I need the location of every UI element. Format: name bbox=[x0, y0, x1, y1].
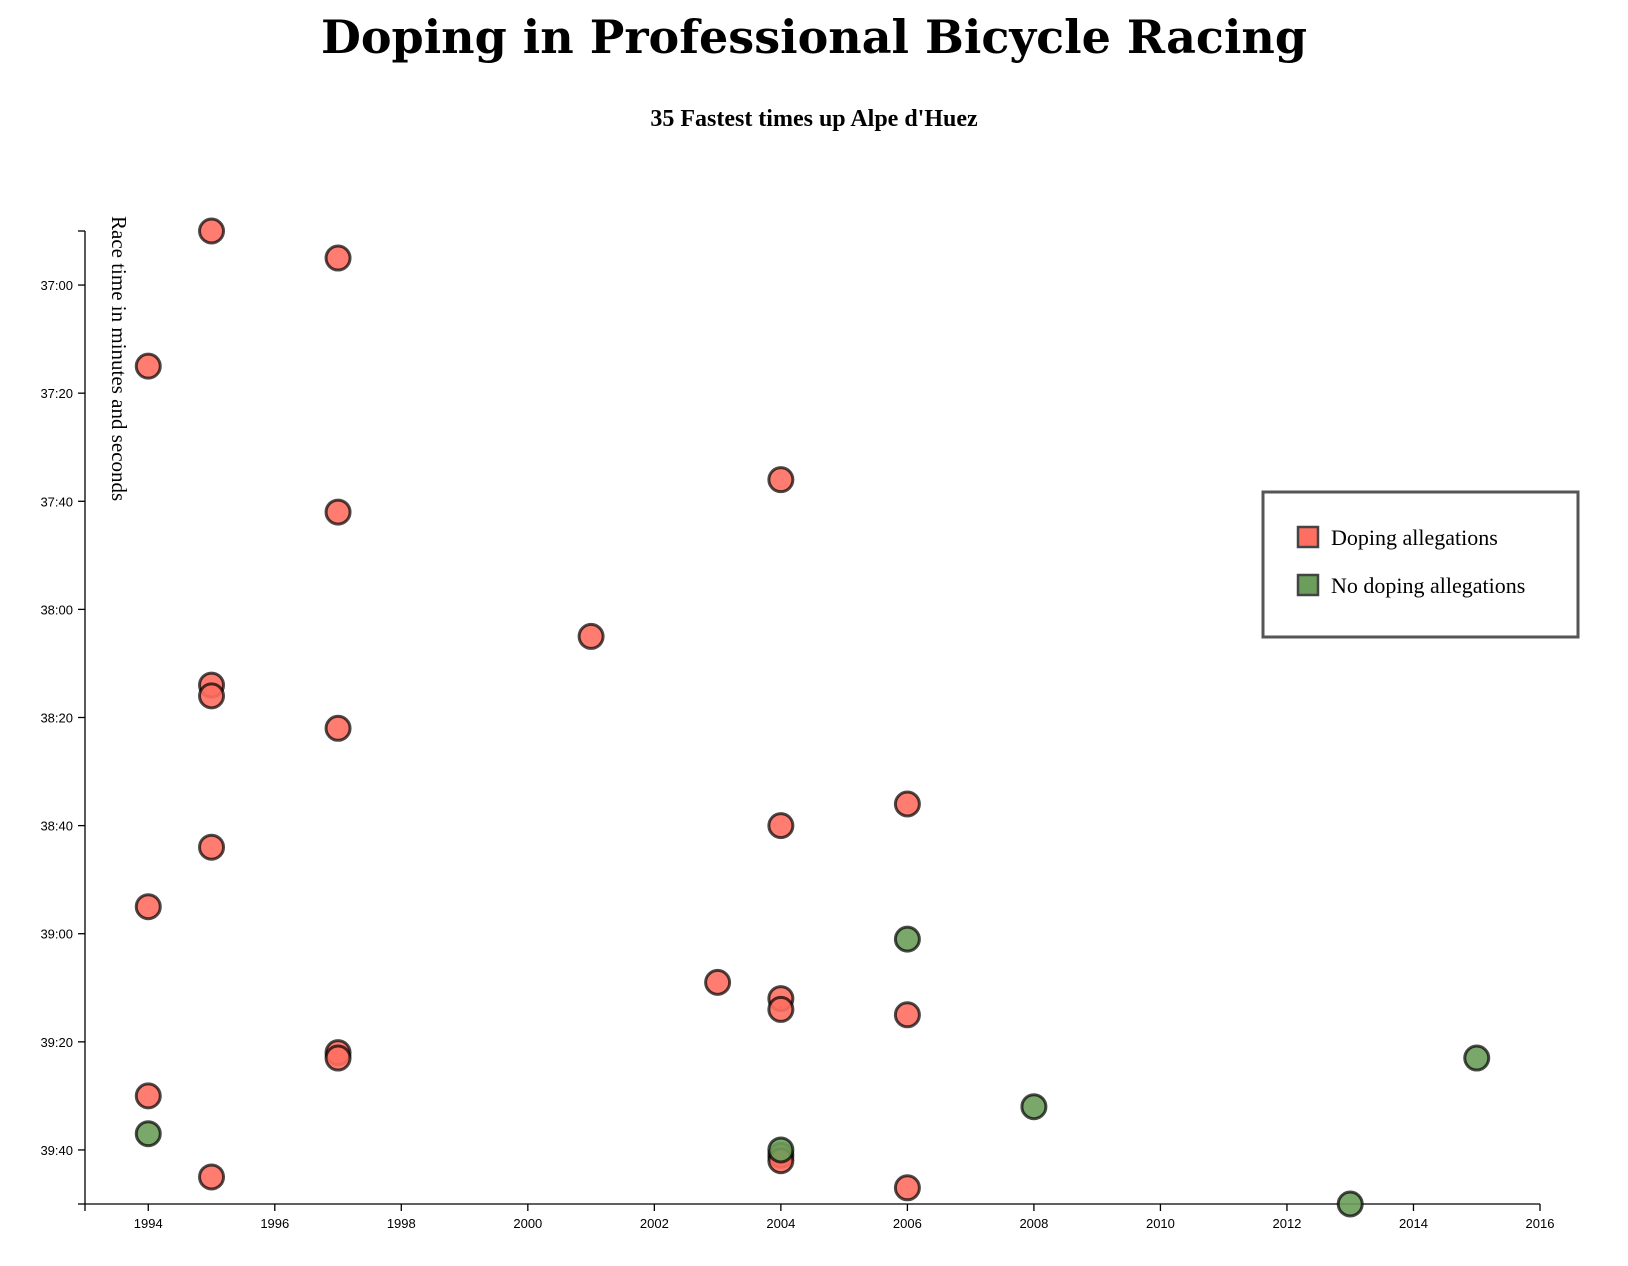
y-tick-label: 37:00 bbox=[40, 278, 73, 293]
x-tick-label: 2004 bbox=[766, 1216, 795, 1231]
x-tick-label: 2008 bbox=[1019, 1216, 1048, 1231]
legend-label: No doping allegations bbox=[1331, 573, 1525, 598]
data-point-doping[interactable] bbox=[198, 833, 226, 861]
chart-title: Doping in Professional Bicycle Racing bbox=[320, 10, 1308, 64]
x-tick-label: 2002 bbox=[640, 1216, 669, 1231]
x-tick-label: 2010 bbox=[1146, 1216, 1175, 1231]
data-point-doping[interactable] bbox=[324, 498, 352, 526]
x-tick-label: 2006 bbox=[893, 1216, 922, 1231]
data-point-doping[interactable] bbox=[198, 682, 226, 710]
y-tick-label: 39:20 bbox=[40, 1035, 73, 1050]
data-point-no-doping[interactable] bbox=[893, 925, 921, 953]
data-point-no-doping[interactable] bbox=[767, 1136, 795, 1164]
x-tick-label: 2014 bbox=[1399, 1216, 1428, 1231]
data-point-doping[interactable] bbox=[893, 790, 921, 818]
y-axis: 37:00 37:20 37:40 38:00 38:20 38:40 39:00 39:20… bbox=[40, 230, 86, 1205]
data-point-doping[interactable] bbox=[134, 893, 162, 921]
y-tick-label: 38:40 bbox=[40, 819, 73, 834]
legend-swatch bbox=[1296, 573, 1320, 597]
legend-box bbox=[1261, 490, 1580, 639]
data-point-no-doping[interactable] bbox=[1336, 1190, 1364, 1218]
data-point-doping[interactable] bbox=[767, 812, 795, 840]
data-point-doping[interactable] bbox=[324, 244, 352, 272]
legend-label: Doping allegations bbox=[1331, 525, 1498, 550]
data-point-no-doping[interactable] bbox=[1463, 1044, 1491, 1072]
data-point-doping[interactable] bbox=[767, 466, 795, 494]
data-point-doping[interactable] bbox=[324, 1044, 352, 1072]
y-tick-label: 37:20 bbox=[40, 386, 73, 401]
data-point-doping[interactable] bbox=[893, 1174, 921, 1202]
x-tick-label: 1998 bbox=[387, 1216, 416, 1231]
data-point-doping[interactable] bbox=[198, 217, 226, 245]
data-point-doping[interactable] bbox=[704, 968, 732, 996]
data-points bbox=[134, 217, 1491, 1218]
x-tick-label: 2016 bbox=[1526, 1216, 1555, 1231]
y-tick-label: 37:40 bbox=[40, 494, 73, 509]
x-tick-label: 2000 bbox=[513, 1216, 542, 1231]
legend-swatch bbox=[1296, 525, 1320, 549]
legend: Doping allegations No doping allegations bbox=[1261, 490, 1580, 639]
data-point-doping[interactable] bbox=[134, 352, 162, 380]
data-point-doping[interactable] bbox=[577, 622, 605, 650]
data-point-doping[interactable] bbox=[324, 714, 352, 742]
data-point-no-doping[interactable] bbox=[1020, 1093, 1048, 1121]
data-point-no-doping[interactable] bbox=[134, 1120, 162, 1148]
data-point-doping[interactable] bbox=[198, 1163, 226, 1191]
y-tick-label: 39:00 bbox=[40, 927, 73, 942]
data-point-doping[interactable] bbox=[893, 1001, 921, 1029]
data-point-doping[interactable] bbox=[767, 995, 795, 1023]
data-point-doping[interactable] bbox=[134, 1082, 162, 1110]
y-axis-label: Race time in minutes and seconds bbox=[107, 216, 131, 501]
x-tick-label: 2012 bbox=[1272, 1216, 1301, 1231]
x-axis: 1994 1996 1998 2000 2002 2004 2006 2008 2010 2012… bbox=[84, 1203, 1555, 1231]
chart-subtitle: 35 Fastest times up Alpe d'Huez bbox=[650, 106, 978, 132]
y-tick-label: 38:00 bbox=[40, 602, 73, 617]
x-tick-label: 1996 bbox=[260, 1216, 289, 1231]
y-tick-label: 38:20 bbox=[40, 711, 73, 726]
x-tick-label: 1994 bbox=[134, 1216, 163, 1231]
y-tick-label: 39:40 bbox=[40, 1143, 73, 1158]
